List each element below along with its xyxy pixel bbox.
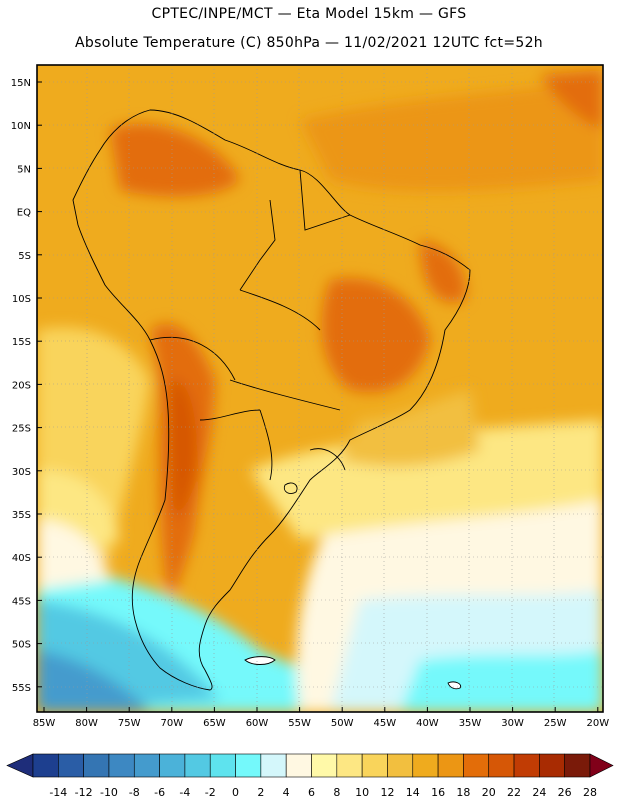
colorbar-label: 0 bbox=[232, 786, 239, 799]
colorbar-label: 8 bbox=[333, 786, 340, 799]
lat-label: 25S bbox=[12, 424, 31, 435]
longitude-axis: 85W 80W 75W 70W 65W 60W 55W 50W 45W 40W 35W 30W 25W 2… bbox=[33, 707, 609, 729]
colorbar-label: 24 bbox=[532, 786, 546, 799]
colorbar-swatch bbox=[361, 753, 388, 778]
colorbar-label: 12 bbox=[380, 786, 394, 799]
colorbar-label: 4 bbox=[283, 786, 290, 799]
colorbar-label: 18 bbox=[456, 786, 470, 799]
colorbar-label: 28 bbox=[583, 786, 597, 799]
colorbar-label: -8 bbox=[129, 786, 140, 799]
title-line-1: CPTEC/INPE/MCT — Eta Model 15km — GFS bbox=[151, 6, 467, 22]
colorbar-label: 14 bbox=[406, 786, 420, 799]
colorbar-label: -6 bbox=[154, 786, 165, 799]
lat-label: 55S bbox=[12, 683, 31, 694]
colorbar-swatch bbox=[235, 753, 262, 778]
lat-label: 10S bbox=[12, 294, 31, 305]
colorbar-swatch bbox=[209, 753, 236, 778]
lat-label: 5S bbox=[18, 251, 31, 262]
colorbar-under-arrow bbox=[6, 753, 34, 778]
colorbar-label: -10 bbox=[100, 786, 118, 799]
lon-label: 25W bbox=[544, 718, 567, 729]
title-line-2: Absolute Temperature (C) 850hPa — 11/02/… bbox=[75, 35, 543, 51]
colorbar-label: 22 bbox=[507, 786, 521, 799]
colorbar-label: -4 bbox=[179, 786, 190, 799]
colorbar-label: -14 bbox=[49, 786, 67, 799]
colorbar-swatch bbox=[539, 753, 565, 778]
temperature-field bbox=[37, 65, 603, 712]
colorbar-swatch bbox=[564, 753, 591, 778]
lon-label: 65W bbox=[203, 718, 226, 729]
lon-label: 75W bbox=[118, 718, 141, 729]
colorbar-swatch bbox=[285, 753, 312, 778]
colorbar-label: -2 bbox=[205, 786, 216, 799]
colorbar-label: 6 bbox=[308, 786, 315, 799]
lon-label: 40W bbox=[416, 718, 439, 729]
latitude-axis: 15N 10N 5N EQ 5S 10S 15S 20S 25S 30S 35S 40S 45S 50S 5… bbox=[11, 78, 42, 694]
lon-label: 80W bbox=[75, 718, 98, 729]
lat-label: EQ bbox=[17, 208, 31, 219]
lat-label: 40S bbox=[12, 553, 31, 564]
lat-label: 10N bbox=[11, 121, 31, 132]
lon-label: 45W bbox=[373, 718, 396, 729]
colorbar-swatch bbox=[133, 753, 160, 778]
colorbar: -14 -12 -10 -8 -6 -4 -2 0 2 4 6 8 10 12 14 16 18 20 22 24 26… bbox=[6, 753, 614, 799]
colorbar-swatch bbox=[159, 753, 186, 778]
colorbar-swatch bbox=[58, 753, 84, 778]
lat-label: 15N bbox=[11, 78, 31, 89]
lon-label: 85W bbox=[33, 718, 56, 729]
lon-label: 50W bbox=[331, 718, 354, 729]
colorbar-label: 20 bbox=[482, 786, 496, 799]
colorbar-swatch bbox=[463, 753, 490, 778]
colorbar-swatch bbox=[108, 753, 135, 778]
colorbar-label: 16 bbox=[431, 786, 445, 799]
lon-label: 70W bbox=[160, 718, 183, 729]
colorbar-swatch bbox=[260, 753, 287, 778]
lat-label: 35S bbox=[12, 510, 31, 521]
colorbar-swatch bbox=[488, 753, 515, 778]
colorbar-swatch bbox=[387, 753, 414, 778]
lat-label: 15S bbox=[12, 337, 31, 348]
map-frame bbox=[36, 64, 604, 713]
lat-label: 20S bbox=[12, 380, 31, 391]
colorbar-swatch bbox=[311, 753, 338, 778]
lon-label: 60W bbox=[246, 718, 269, 729]
colorbar-over-arrow bbox=[589, 753, 614, 778]
lon-label: 35W bbox=[459, 718, 482, 729]
lat-label: 5N bbox=[17, 164, 31, 175]
colorbar-label: 26 bbox=[558, 786, 572, 799]
lon-label: 30W bbox=[501, 718, 524, 729]
colorbar-swatch bbox=[336, 753, 363, 778]
lat-label: 45S bbox=[12, 596, 31, 607]
colorbar-swatch bbox=[513, 753, 540, 778]
colorbar-label: 2 bbox=[257, 786, 264, 799]
colorbar-label: -12 bbox=[75, 786, 93, 799]
colorbar-swatch bbox=[437, 753, 464, 778]
coastline bbox=[72, 109, 471, 691]
colorbar-label: 10 bbox=[355, 786, 369, 799]
colorbar-swatch bbox=[32, 753, 59, 778]
colorbar-swatch bbox=[412, 753, 439, 778]
lat-label: 30S bbox=[12, 467, 31, 478]
lon-label: 20W bbox=[586, 718, 609, 729]
lon-label: 55W bbox=[288, 718, 311, 729]
lat-label: 50S bbox=[12, 640, 31, 651]
colorbar-swatch bbox=[83, 753, 110, 778]
colorbar-swatch bbox=[184, 753, 211, 778]
